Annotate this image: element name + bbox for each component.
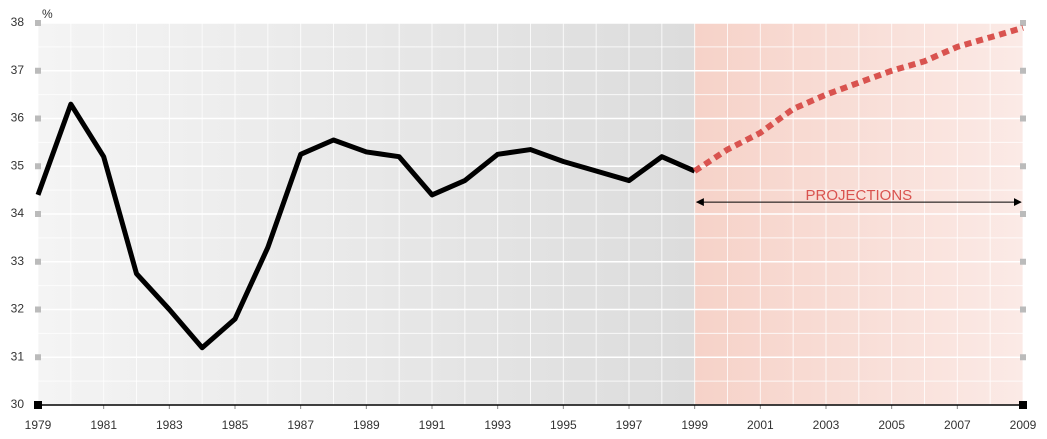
x-tick-label: 1981 xyxy=(90,418,117,432)
y-tick-mark-right xyxy=(1020,163,1026,170)
y-tick-mark xyxy=(35,306,41,313)
y-tick-label: 37 xyxy=(11,63,25,77)
x-tick-label: 1993 xyxy=(484,418,511,432)
x-tick-label: 2009 xyxy=(1010,418,1037,432)
axis-end xyxy=(1019,401,1027,409)
annotation: PROJECTIONS xyxy=(805,187,912,204)
y-tick-mark-right xyxy=(1020,20,1026,26)
x-tick-label: 1983 xyxy=(156,418,183,432)
x-tick-label: 1995 xyxy=(550,418,577,432)
y-tick-mark xyxy=(35,354,41,361)
x-tick-label: 1997 xyxy=(616,418,643,432)
y-tick-label: 33 xyxy=(11,254,25,268)
y-tick-label: 30 xyxy=(11,397,25,411)
y-tick-mark-right xyxy=(1020,354,1026,361)
y-tick-mark-right xyxy=(1020,258,1026,265)
data-line xyxy=(693,24,1024,174)
x-tick-label: 1985 xyxy=(222,418,249,432)
y-tick-mark xyxy=(35,258,41,265)
y-tick-mark-right xyxy=(1020,115,1026,122)
y-tick-mark-right xyxy=(1020,211,1026,217)
x-tick-label: 2001 xyxy=(747,418,774,432)
y-tick-label: 34 xyxy=(11,206,25,220)
y-tick-label: 38 xyxy=(11,15,25,29)
y-tick-label: 32 xyxy=(11,302,25,316)
y-tick-mark xyxy=(35,115,41,122)
y-tick-mark xyxy=(35,67,41,74)
y-tick-mark xyxy=(35,20,41,26)
y-tick-label: 35 xyxy=(11,158,25,172)
y-tick-mark-right xyxy=(1020,306,1026,313)
y-tick-label: 31 xyxy=(11,349,25,363)
x-tick-label: 1987 xyxy=(287,418,314,432)
y-tick-label: 36 xyxy=(11,111,25,125)
x-tick-label: 2007 xyxy=(944,418,971,432)
y-axis-label: % xyxy=(42,7,53,21)
y-tick-mark-right xyxy=(1020,67,1026,74)
y-tick-mark xyxy=(35,163,41,170)
y-tick-mark xyxy=(35,211,41,217)
x-tick-label: 2003 xyxy=(813,418,840,432)
axis-end xyxy=(34,401,42,409)
x-tick-label: 2005 xyxy=(878,418,905,432)
data-line xyxy=(35,101,696,351)
x-tick-label: 1989 xyxy=(353,418,380,432)
x-tick-label: 1991 xyxy=(419,418,446,432)
x-tick-label: 1999 xyxy=(681,418,708,432)
x-tick-label: 1979 xyxy=(25,418,52,432)
